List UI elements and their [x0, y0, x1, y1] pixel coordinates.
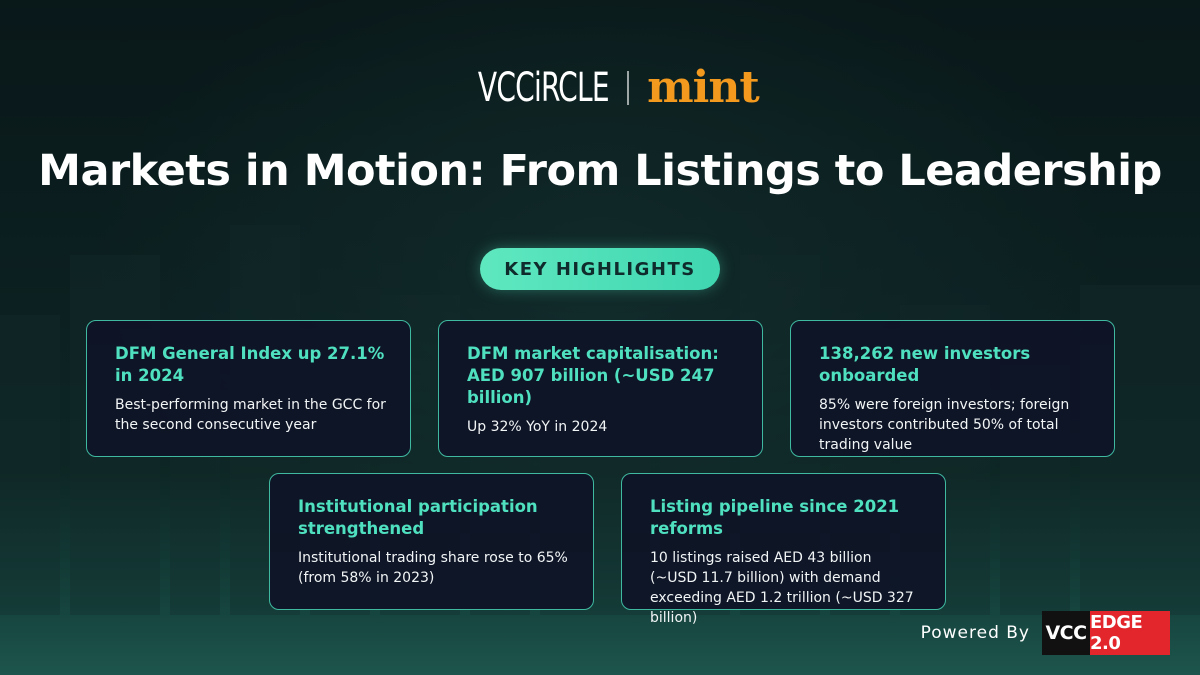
logo-divider: [627, 71, 630, 105]
card-body: 10 listings raised AED 43 billion (~USD …: [650, 550, 914, 626]
vccircle-logo: VCCiRCLE: [478, 65, 610, 111]
powered-by-footer: Powered By VCC EDGE 2.0: [921, 611, 1170, 655]
highlight-card-index: DFM General Index up 27.1% in 2024 Best-…: [86, 320, 411, 457]
card-title: Institutional participation strengthened: [298, 497, 538, 538]
card-title: Listing pipeline since 2021 reforms: [650, 497, 900, 538]
card-title: 138,262 new investors onboarded: [819, 344, 1031, 385]
highlight-card-listing-pipeline: Listing pipeline since 2021 reforms 10 l…: [621, 473, 946, 626]
card-title: DFM market capitalisation: AED 907 billi…: [467, 344, 719, 407]
card-body: 85% were foreign investors; foreign inve…: [819, 397, 1070, 453]
mint-logo: mint: [647, 62, 760, 113]
highlight-card-institutional: Institutional participation strengthened…: [269, 473, 594, 610]
highlight-card-investors: 138,262 new investors onboarded 85% were…: [790, 320, 1115, 457]
brand-logos: VCCiRCLE mint: [0, 66, 1200, 110]
card-body: Up 32% YoY in 2024: [467, 419, 608, 435]
edge-badge: EDGE 2.0: [1090, 611, 1170, 655]
powered-by-label: Powered By: [920, 623, 1030, 643]
card-body: Best-performing market in the GCC for th…: [115, 397, 386, 433]
vcc-badge: VCC: [1042, 611, 1090, 655]
key-highlights-pill: KEY HIGHLIGHTS: [480, 248, 720, 290]
card-title: DFM General Index up 27.1% in 2024: [115, 344, 385, 385]
highlight-card-market-cap: DFM market capitalisation: AED 907 billi…: [438, 320, 763, 457]
page-title: Markets in Motion: From Listings to Lead…: [38, 146, 1162, 196]
card-body: Institutional trading share rose to 65% …: [298, 550, 568, 586]
